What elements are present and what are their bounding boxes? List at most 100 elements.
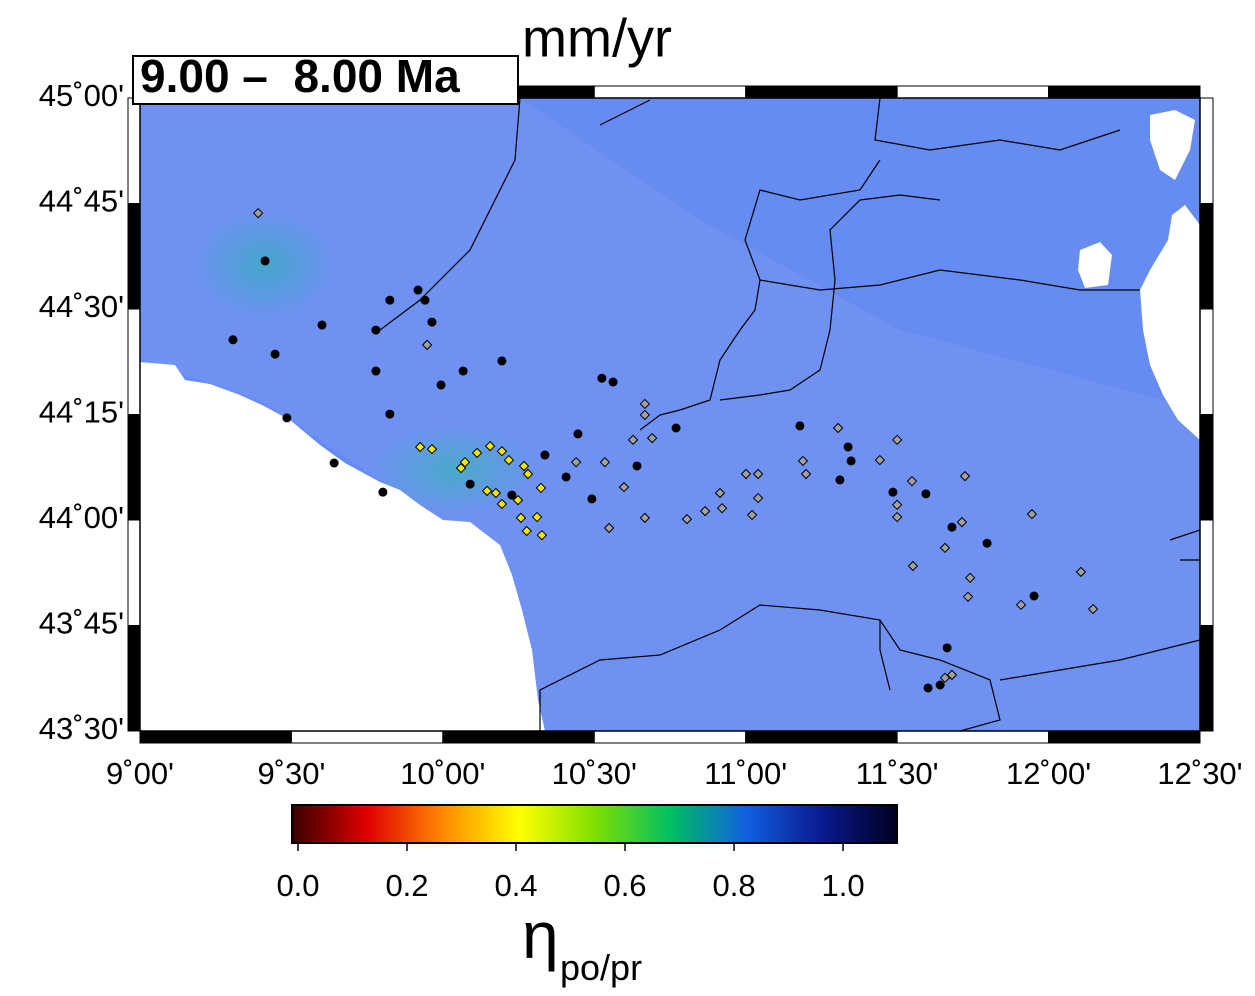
site-point <box>496 498 508 510</box>
site-point <box>420 295 430 305</box>
map-area <box>140 98 1200 731</box>
points <box>228 207 1099 693</box>
site-point <box>371 325 381 335</box>
site-point <box>531 511 543 523</box>
y-tick-label: 43˚45' <box>39 606 124 641</box>
site-point <box>846 456 856 466</box>
frame-segment <box>127 308 141 415</box>
frame-segment <box>290 730 444 744</box>
axes: 9˚00' 9˚30' 10˚00' 10˚30' 11˚00' 11˚30' 12˚00'… <box>39 78 1243 791</box>
colorbar-tick-label: 1.0 <box>821 868 864 903</box>
site-point <box>939 672 951 684</box>
colorbar-tick-label: 0.6 <box>603 868 646 903</box>
frame-segment <box>127 414 141 521</box>
site-point <box>639 398 651 410</box>
time-label-box <box>132 55 519 105</box>
frame-segment <box>593 85 747 99</box>
site-point <box>832 422 844 434</box>
site-point <box>228 335 238 345</box>
site-point <box>1026 508 1038 520</box>
site-point <box>671 423 681 433</box>
x-tick-label: 9˚00' <box>106 756 174 791</box>
site-point <box>746 509 758 521</box>
colorbar-label: η <box>522 898 559 972</box>
site-point <box>603 522 615 534</box>
site-point <box>535 482 547 494</box>
map-title: mm/yr <box>522 8 672 68</box>
y-tick-label: 44˚15' <box>39 395 124 430</box>
x-tick-label: 12˚30' <box>1157 756 1242 791</box>
x-tick-label: 11˚00' <box>704 756 787 791</box>
site-point <box>490 487 502 499</box>
site-point <box>427 317 437 327</box>
site-point <box>329 458 339 468</box>
site-point <box>378 487 388 497</box>
frame-segment <box>593 730 747 744</box>
site-point <box>260 256 270 266</box>
colorbar-tick-label: 0.8 <box>712 868 755 903</box>
frame-segment <box>1048 85 1201 99</box>
site-point <box>923 683 933 693</box>
site-point <box>942 643 952 653</box>
site-point <box>599 456 611 468</box>
site-point <box>1075 566 1087 578</box>
site-point <box>752 468 764 480</box>
site-point <box>484 440 496 452</box>
site-point <box>639 409 651 421</box>
y-tick-label: 45˚00' <box>39 78 124 113</box>
site-point <box>561 472 571 482</box>
boundaries <box>379 98 1200 731</box>
site-point <box>964 572 976 584</box>
site-point <box>512 494 524 506</box>
site-point <box>496 446 508 457</box>
ligurian-sea <box>140 362 545 731</box>
site-point <box>699 505 711 517</box>
site-point <box>587 494 597 504</box>
site-point <box>618 481 630 493</box>
frame-segment <box>745 85 898 99</box>
frame-segment <box>1199 203 1214 310</box>
site-point <box>639 512 651 524</box>
site-point <box>465 479 475 489</box>
site-point <box>573 429 583 439</box>
site-point <box>843 442 853 452</box>
y-tick-label: 44˚30' <box>39 289 124 324</box>
site-point <box>935 680 945 690</box>
site-point <box>646 432 658 444</box>
y-tick-label: 43˚30' <box>39 711 124 746</box>
time-label: 9.00 – 8.00 Ma <box>140 50 460 102</box>
colorbar-tick-label: 0.0 <box>276 868 319 903</box>
site-point <box>716 502 728 514</box>
site-point <box>891 434 903 446</box>
site-point <box>536 529 548 541</box>
site-point <box>906 475 918 487</box>
y-tick-label: 44˚00' <box>39 500 124 535</box>
frame-segment <box>1199 97 1214 204</box>
x-tick-label: 9˚30' <box>257 756 325 791</box>
adriatic-sea <box>1140 205 1200 440</box>
site-point <box>800 468 812 480</box>
site-point <box>714 487 726 499</box>
frame-segment <box>745 730 898 744</box>
site-point <box>270 349 280 359</box>
site-point <box>414 441 426 453</box>
frame-segment <box>127 519 141 626</box>
frame-segment <box>139 730 292 744</box>
site-point <box>946 669 958 681</box>
site-point <box>515 512 527 524</box>
frame-segment <box>442 730 595 744</box>
frame-segment <box>1199 625 1214 732</box>
site-point <box>835 475 845 485</box>
site-point <box>413 285 423 295</box>
site-point <box>385 295 395 305</box>
site-point <box>282 413 292 423</box>
site-point <box>891 499 903 511</box>
site-point <box>956 516 968 528</box>
site-point <box>503 454 515 466</box>
x-tick-label: 12˚00' <box>1006 756 1091 791</box>
site-point <box>740 468 752 480</box>
site-point <box>947 522 957 532</box>
site-point <box>632 461 642 471</box>
frame-segment <box>896 85 1050 99</box>
